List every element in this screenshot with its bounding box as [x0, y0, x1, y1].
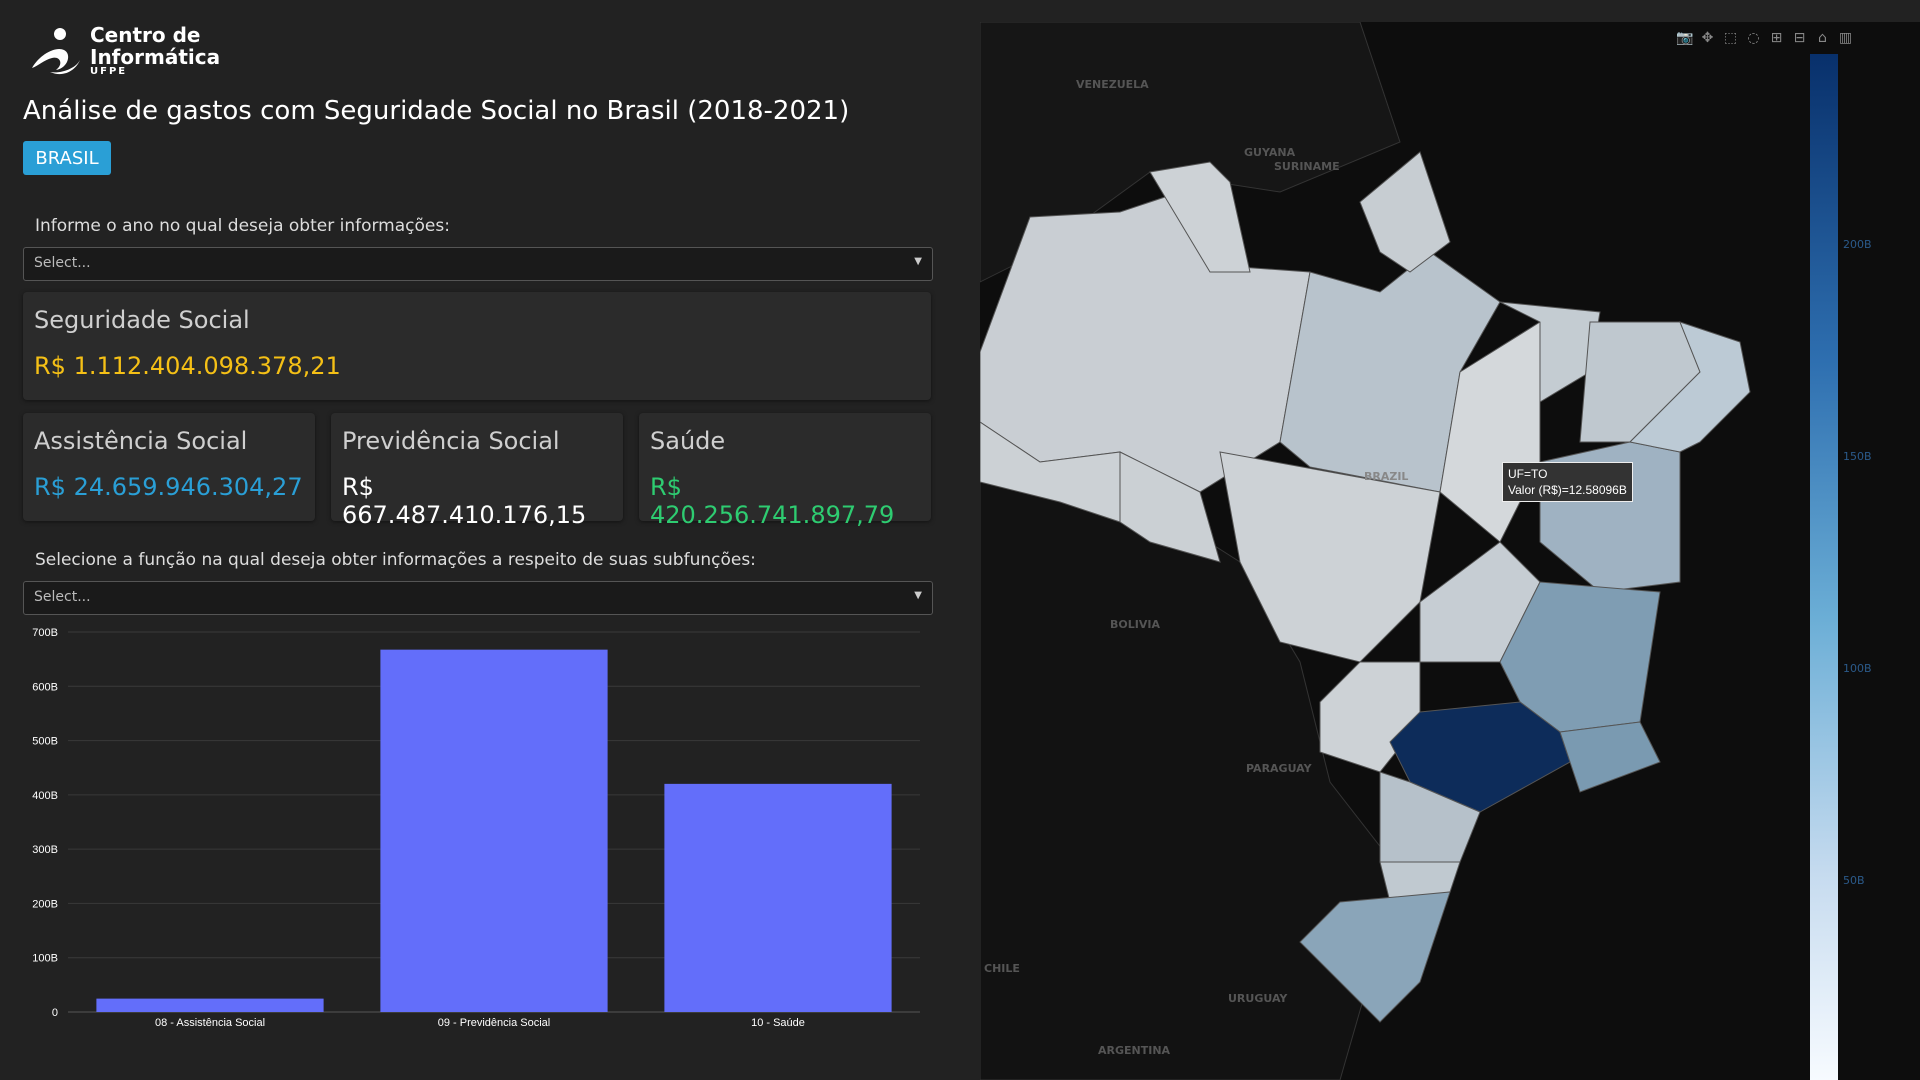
- year-select-placeholder: Select...: [34, 255, 91, 271]
- year-select[interactable]: Select... ▼: [23, 247, 933, 281]
- y-tick-label: 600B: [32, 681, 58, 693]
- zoom-in-icon[interactable]: ⊞: [1770, 30, 1783, 46]
- colorbar-tick: 100B: [1843, 662, 1872, 675]
- x-tick-label: 10 - Saúde: [751, 1017, 805, 1029]
- map-state-rj-es: [1559, 721, 1661, 793]
- logo-line2: Informática: [90, 45, 221, 69]
- map-label-argentina: ARGENTINA: [1098, 1044, 1171, 1057]
- logo-line3: UFPE: [90, 66, 128, 77]
- map-state-ac: [980, 421, 1121, 523]
- page-title: Análise de gastos com Seguridade Social …: [23, 96, 850, 126]
- function-select-placeholder: Select...: [34, 589, 91, 605]
- y-tick-label: 700B: [32, 627, 58, 639]
- map-label-paraguay: PARAGUAY: [1246, 762, 1312, 775]
- home-icon[interactable]: ⌂: [1818, 30, 1827, 46]
- camera-icon[interactable]: 📷: [1676, 30, 1694, 46]
- colorbar-tick: 150B: [1843, 450, 1872, 463]
- map-state-ma: [1499, 301, 1601, 403]
- colorbar-tick: 50B: [1843, 874, 1865, 887]
- year-label: Informe o ano no qual deseja obter infor…: [35, 216, 450, 236]
- y-tick-label: 500B: [32, 736, 58, 748]
- card-value: R$ 420.256.741.897,79: [650, 473, 895, 529]
- map-label-chile: CHILE: [984, 962, 1020, 975]
- function-label: Selecione a função na qual deseja obter …: [35, 550, 756, 570]
- y-tick-label: 200B: [32, 898, 58, 910]
- card-assistencia-social: Assistência Social R$ 24.659.946.304,27: [23, 413, 315, 521]
- map-label-bolivia: BOLIVIA: [1110, 618, 1160, 631]
- map-shapes: [980, 22, 1751, 1080]
- brasil-button[interactable]: BRASIL: [23, 141, 111, 175]
- card-title: Previdência Social: [342, 427, 560, 455]
- logo-line1: Centro de: [90, 23, 201, 47]
- map-state-ap: [1359, 151, 1451, 273]
- map-label-brazil: BRAZIL: [1364, 470, 1409, 483]
- colorbar: [1810, 54, 1838, 1080]
- map-toolbar: 📷 ✥ ⬚ ◌ ⊞ ⊟ ⌂ ▥: [1676, 30, 1854, 47]
- map-state-am: [980, 191, 1311, 493]
- y-tick-label: 400B: [32, 790, 58, 802]
- cin-logo: Centro de Informática UFPE: [30, 24, 220, 78]
- map-label-venezuela: VENEZUELA: [1076, 78, 1149, 91]
- y-tick-label: 0: [52, 1007, 58, 1019]
- map-label-uruguay: URUGUAY: [1228, 992, 1288, 1005]
- card-value: R$ 667.487.410.176,15: [342, 473, 587, 529]
- bar[interactable]: [96, 998, 324, 1012]
- bar[interactable]: [664, 783, 892, 1012]
- lasso-icon[interactable]: ◌: [1747, 30, 1760, 46]
- card-value: R$ 1.112.404.098.378,21: [34, 352, 341, 380]
- map-state-pr: [1379, 771, 1481, 863]
- card-saude: Saúde R$ 420.256.741.897,79: [639, 413, 931, 529]
- logo-text: Centro de Informática UFPE: [90, 24, 220, 78]
- tooltip-line2: Valor (R$)=12.58096B: [1508, 483, 1627, 497]
- map-state-rr: [1149, 161, 1251, 273]
- map-state-northeast-coast: [1628, 321, 1751, 453]
- card-previdencia-social: Previdência Social R$ 667.487.410.176,15: [331, 413, 623, 529]
- x-tick-label: 08 - Assistência Social: [155, 1017, 265, 1029]
- y-tick-label: 300B: [32, 844, 58, 856]
- bar[interactable]: [380, 649, 608, 1012]
- zoom-out-icon[interactable]: ⊟: [1793, 30, 1806, 46]
- tooltip-line1: UF=TO: [1508, 467, 1548, 481]
- map-state-rs: [1299, 891, 1451, 1023]
- cin-logo-icon: [32, 28, 80, 75]
- left-panel: Centro de Informática UFPE Análise de ga…: [23, 24, 933, 1029]
- box-select-icon[interactable]: ⬚: [1723, 30, 1738, 46]
- map-state-sp: [1389, 701, 1571, 813]
- x-tick-label: 09 - Previdência Social: [438, 1017, 551, 1029]
- chevron-down-icon: ▼: [914, 256, 922, 267]
- map-label-guyana: GUYANA: [1244, 146, 1296, 159]
- function-select[interactable]: Select... ▼: [23, 581, 933, 615]
- colorbar-tick: 200B: [1843, 238, 1872, 251]
- plotly-logo-icon[interactable]: ▥: [1838, 30, 1853, 46]
- card-value: R$ 24.659.946.304,27: [34, 473, 303, 501]
- chevron-down-icon: ▼: [914, 590, 922, 601]
- map-label-suriname: SURINAME: [1274, 160, 1340, 173]
- card-title: Saúde: [650, 427, 726, 455]
- choropleth-map[interactable]: VENEZUELA GUYANA SURINAME BOLIVIA PARAGU…: [980, 22, 1920, 1080]
- pan-icon[interactable]: ✥: [1701, 30, 1714, 46]
- card-title: Assistência Social: [34, 427, 248, 455]
- y-tick-label: 100B: [32, 953, 58, 965]
- card-seguridade-social: Seguridade Social R$ 1.112.404.098.378,2…: [23, 292, 931, 400]
- map-hover-tooltip: UF=TO Valor (R$)=12.58096B: [1502, 462, 1633, 502]
- bar-chart: 0 100B 200B 300B 400B 500B 600B 700B 08 - Assist…: [32, 627, 920, 1029]
- card-title: Seguridade Social: [34, 306, 250, 334]
